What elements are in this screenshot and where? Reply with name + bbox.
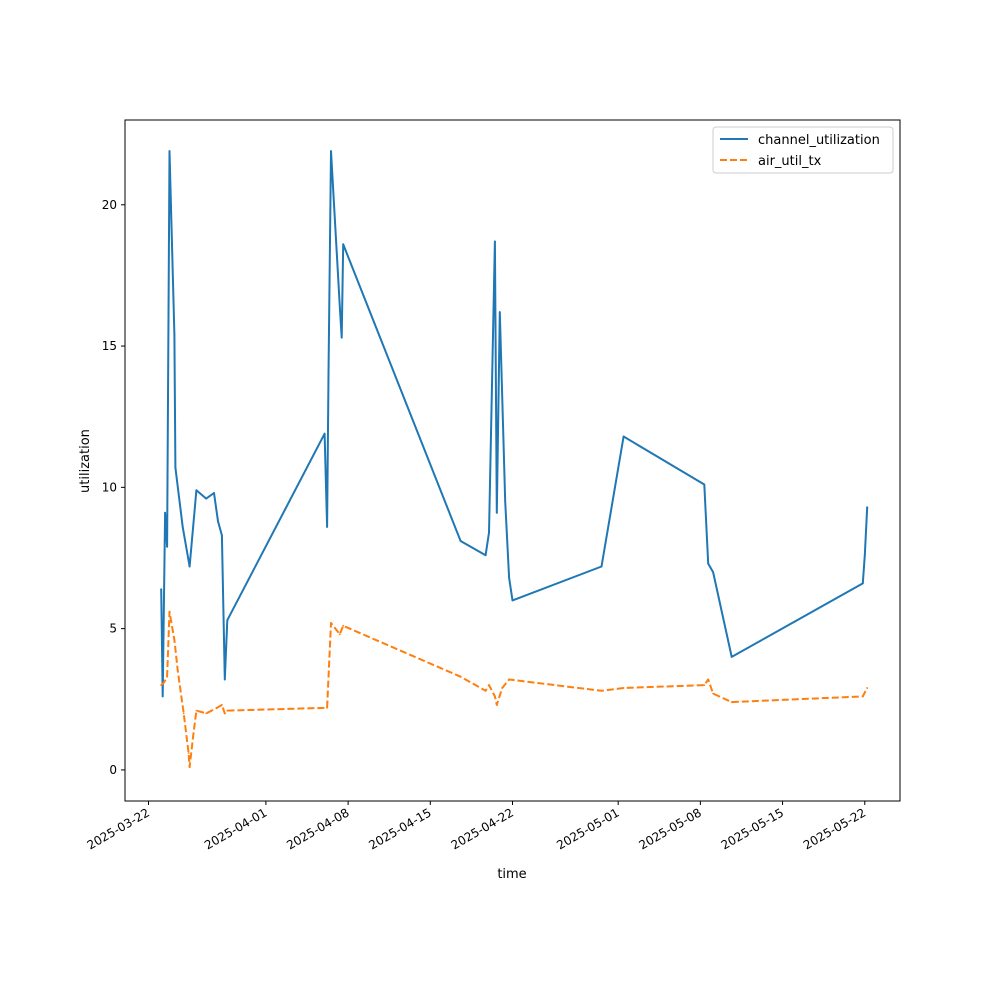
data-point-channel-utilization-6 (174, 466, 177, 469)
data-point-channel-utilization-3 (166, 545, 169, 548)
data-point-channel-utilization-19 (330, 150, 332, 153)
data-point-air-util-tx-5 (176, 670, 179, 672)
data-point-channel-utilization-28 (498, 311, 501, 313)
data-point-channel-utilization-10 (205, 497, 208, 500)
data-point-air-util-tx-9 (192, 732, 195, 735)
data-point-channel-utilization-4 (168, 150, 171, 153)
data-point-channel-utilization-13 (221, 534, 223, 537)
data-point-channel-utilization-18 (327, 373, 330, 376)
data-point-air-util-tx-28 (622, 687, 625, 689)
data-point-channel-utilization-22 (342, 243, 345, 246)
data-point-channel-utilization-23 (459, 540, 462, 542)
data-point-air-util-tx-21 (484, 689, 487, 692)
data-point-air-util-tx-16 (326, 706, 328, 709)
data-point-air-util-tx-1 (163, 681, 166, 684)
data-point-air-util-tx-11 (205, 712, 208, 715)
plot-area (160, 150, 869, 769)
data-point-channel-utilization-16 (323, 432, 326, 435)
data-point-channel-utilization-25 (488, 531, 490, 534)
data-point-air-util-tx-34 (866, 687, 869, 689)
data-point-channel-utilization-17 (326, 526, 328, 528)
data-point-channel-utilization-11 (213, 492, 215, 494)
data-point-channel-utilization-8 (188, 565, 191, 568)
data-point-channel-utilization-24 (484, 554, 487, 557)
data-point-channel-utilization-30 (508, 576, 510, 579)
data-point-air-util-tx-20 (459, 675, 462, 678)
data-point-channel-utilization-7 (181, 526, 184, 528)
data-point-air-util-tx-14 (223, 712, 226, 715)
data-point-air-util-tx-27 (600, 689, 603, 692)
data-point-channel-utilization-21 (340, 336, 343, 339)
y-tick-label: 10 (102, 480, 117, 494)
data-point-channel-utilization-39 (863, 554, 866, 557)
data-point-air-util-tx-26 (508, 678, 510, 681)
data-point-channel-utilization-15 (226, 619, 229, 622)
data-point-air-util-tx-15 (226, 709, 229, 712)
data-point-channel-utilization-14 (223, 678, 226, 681)
data-point-air-util-tx-8 (188, 766, 191, 768)
y-tick-label: 15 (102, 339, 117, 353)
data-point-channel-utilization-40 (866, 506, 869, 508)
data-point-air-util-tx-7 (187, 752, 190, 754)
data-point-channel-utilization-0 (160, 588, 163, 590)
data-point-channel-utilization-33 (622, 435, 625, 438)
legend: channel_utilization air_util_tx (712, 126, 894, 174)
data-point-channel-utilization-26 (494, 240, 496, 243)
data-point-air-util-tx-4 (173, 639, 176, 641)
data-point-channel-utilization-37 (730, 656, 733, 658)
data-point-air-util-tx-2 (166, 675, 169, 678)
data-point-channel-utilization-5 (173, 333, 176, 336)
data-point-air-util-tx-22 (488, 684, 490, 686)
data-point-channel-utilization-20 (338, 305, 341, 308)
y-axis: 0 5 10 15 20 (102, 198, 125, 777)
x-axis-label: time (497, 867, 526, 882)
data-point-air-util-tx-23 (494, 695, 496, 698)
data-point-air-util-tx-33 (861, 695, 864, 698)
data-point-channel-utilization-27 (495, 511, 498, 514)
y-axis-label: utilization (78, 429, 93, 493)
data-point-channel-utilization-32 (600, 565, 603, 568)
data-point-air-util-tx-30 (707, 678, 710, 681)
data-point-air-util-tx-32 (730, 701, 733, 703)
data-point-air-util-tx-10 (195, 709, 198, 712)
data-point-air-util-tx-29 (703, 684, 706, 686)
data-point-air-util-tx-13 (221, 704, 223, 706)
data-point-channel-utilization-12 (217, 520, 219, 523)
data-point-air-util-tx-25 (501, 687, 504, 689)
y-tick-label: 0 (109, 763, 117, 777)
data-point-air-util-tx-3 (168, 610, 171, 613)
legend-box (712, 126, 894, 174)
data-point-channel-utilization-2 (164, 511, 167, 514)
y-tick-label: 20 (102, 198, 117, 212)
data-point-channel-utilization-38 (861, 582, 864, 585)
data-point-channel-utilization-34 (703, 483, 706, 486)
legend-label-channel-utilization: channel_utilization (758, 133, 880, 148)
data-point-air-util-tx-0 (160, 684, 163, 686)
data-point-air-util-tx-19 (342, 624, 345, 627)
data-point-air-util-tx-6 (182, 712, 185, 715)
data-point-air-util-tx-17 (330, 622, 332, 624)
data-point-air-util-tx-31 (712, 692, 714, 695)
data-point-air-util-tx-18 (338, 633, 341, 636)
data-point-channel-utilization-31 (511, 599, 514, 602)
data-point-channel-utilization-29 (504, 500, 507, 503)
data-point-channel-utilization-36 (712, 571, 714, 573)
data-point-channel-utilization-9 (195, 489, 198, 492)
legend-label-air-util-tx: air_util_tx (758, 154, 822, 169)
data-point-air-util-tx-12 (216, 706, 218, 709)
y-tick-label: 5 (109, 622, 117, 636)
data-point-channel-utilization-1 (161, 695, 164, 698)
data-point-air-util-tx-24 (495, 704, 498, 706)
data-point-channel-utilization-35 (707, 562, 710, 565)
